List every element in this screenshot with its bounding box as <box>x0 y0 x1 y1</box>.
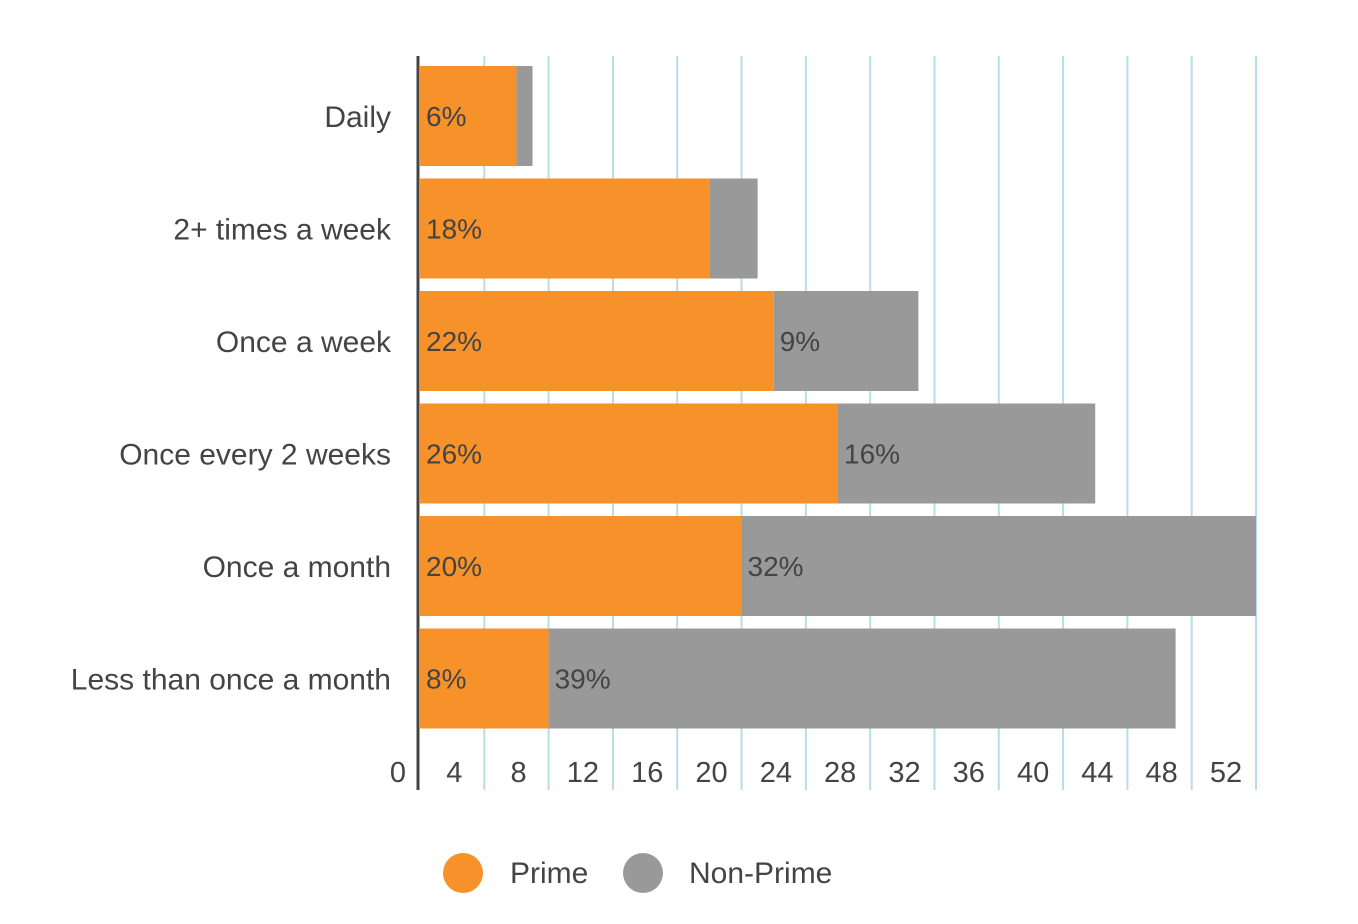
category-label-0: Daily <box>324 101 391 134</box>
bar-non-prime-1 <box>709 178 758 279</box>
x-tick-label-0: 0 <box>390 757 406 789</box>
category-label-3: Once every 2 weeks <box>119 439 391 472</box>
x-tick-label-28: 28 <box>824 757 856 789</box>
x-tick-label-12: 12 <box>567 757 599 789</box>
bar-prime-2 <box>420 291 774 391</box>
data-label-prime-0: 6% <box>426 101 466 132</box>
category-label-5: Less than once a month <box>71 664 391 697</box>
data-label-non-prime-3: 16% <box>844 439 900 470</box>
bar-non-prime-4 <box>741 516 1256 616</box>
x-tick-label-40: 40 <box>1017 757 1049 789</box>
legend-marker-non-prime <box>623 853 663 893</box>
x-tick-label-32: 32 <box>888 757 920 789</box>
x-tick-label-24: 24 <box>760 757 792 789</box>
x-tick-labels: 0 4 8 12 16 20 24 28 32 36 40 44 48 52 <box>390 757 1242 789</box>
bar-non-prime-0 <box>516 66 533 166</box>
legend: Prime Non-Prime <box>443 853 832 893</box>
bar-prime-4 <box>420 516 742 616</box>
data-label-non-prime-5: 39% <box>555 664 611 695</box>
x-tick-label-8: 8 <box>511 757 527 789</box>
bar-non-prime-3 <box>838 403 1096 504</box>
x-tick-label-36: 36 <box>953 757 985 789</box>
data-label-prime-5: 8% <box>426 664 466 695</box>
bar-prime-0 <box>420 66 517 166</box>
bars: 6% 18% 22% 9% 26% 16% 20% 32% 8% 39% <box>420 66 1256 729</box>
category-label-1: 2+ times a week <box>173 214 392 247</box>
data-label-non-prime-2: 9% <box>780 326 820 357</box>
x-tick-label-48: 48 <box>1146 757 1178 789</box>
legend-label-non-prime: Non-Prime <box>689 857 832 890</box>
data-label-prime-2: 22% <box>426 326 482 357</box>
data-label-non-prime-4: 32% <box>748 551 804 582</box>
x-tick-label-4: 4 <box>446 757 462 789</box>
data-label-prime-1: 18% <box>426 214 482 245</box>
category-label-2: Once a week <box>216 326 392 359</box>
x-tick-label-16: 16 <box>631 757 663 789</box>
data-label-prime-4: 20% <box>426 551 482 582</box>
bar-prime-1 <box>420 178 710 279</box>
category-label-4: Once a month <box>203 551 391 584</box>
category-labels: Daily 2+ times a week Once a week Once ever… <box>71 101 392 697</box>
bar-non-prime-5 <box>548 628 1176 729</box>
bar-non-prime-2 <box>773 291 919 391</box>
x-tick-label-44: 44 <box>1081 757 1113 789</box>
legend-label-prime: Prime <box>510 857 588 890</box>
data-label-prime-3: 26% <box>426 439 482 470</box>
bar-prime-5 <box>420 628 549 729</box>
x-tick-label-52: 52 <box>1210 757 1242 789</box>
x-tick-label-20: 20 <box>695 757 727 789</box>
bar-prime-3 <box>420 403 838 504</box>
legend-marker-prime <box>443 853 483 893</box>
